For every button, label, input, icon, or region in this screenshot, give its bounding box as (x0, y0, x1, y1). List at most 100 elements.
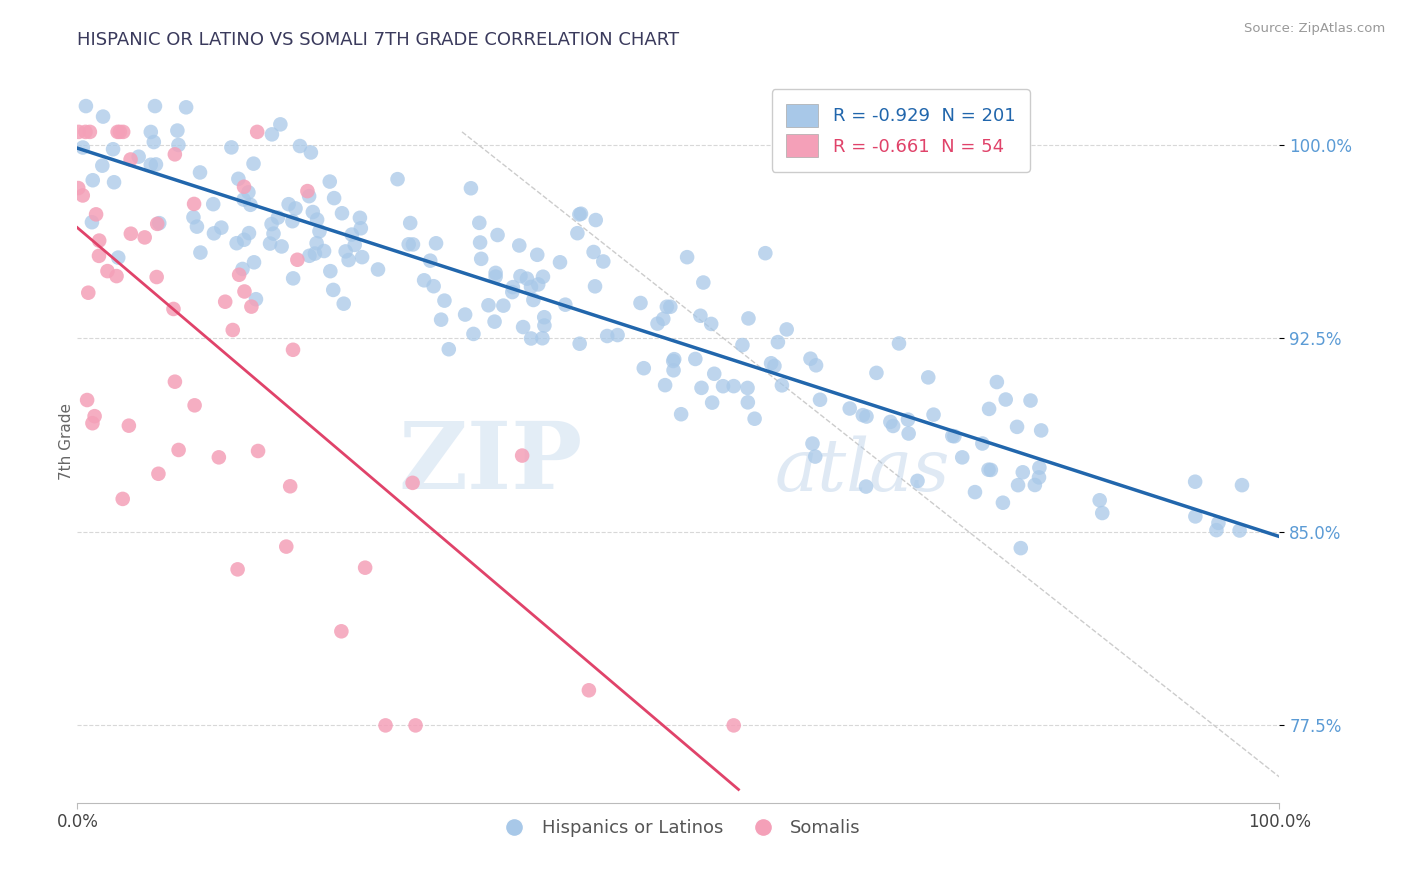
Point (754, 246, 776, 260)
Point (139, 158, 162, 172)
Point (1011, 465, 1033, 479)
Point (174, 100, 197, 114)
Point (852, 408, 875, 422)
Point (685, 351, 707, 366)
Point (238, 226, 260, 240)
Point (108, 125, 131, 139)
Point (352, 250, 374, 264)
Point (82, 416, 104, 430)
Point (855, 479, 877, 493)
Point (1019, 393, 1042, 408)
Point (1005, 420, 1028, 434)
Point (501, 285, 523, 299)
Point (188, 165, 211, 179)
Point (531, 331, 554, 345)
Point (516, 271, 538, 285)
Point (502, 280, 524, 294)
Point (1091, 506, 1114, 520)
Point (233, 179, 256, 194)
Point (907, 474, 929, 488)
Point (354, 560, 377, 574)
Point (387, 172, 409, 186)
Point (299, 145, 322, 160)
Point (484, 315, 506, 329)
Point (183, 398, 205, 412)
Point (405, 718, 427, 732)
Point (101, 142, 124, 156)
Point (167, 442, 190, 457)
Point (278, 479, 301, 493)
Point (72, 188, 94, 202)
Point (744, 411, 766, 425)
Point (568, 336, 591, 351)
Point (87, 249, 110, 263)
Point (139, 125, 162, 139)
Point (112, 125, 135, 139)
Point (676, 250, 699, 264)
Point (633, 361, 655, 376)
Point (281, 343, 304, 357)
Point (82, 173, 104, 187)
Point (522, 293, 544, 307)
Point (202, 197, 225, 211)
Point (655, 300, 678, 314)
Point (669, 407, 692, 421)
Point (190, 245, 212, 260)
Point (941, 429, 963, 443)
Point (509, 269, 531, 284)
Point (297, 184, 319, 198)
Point (568, 207, 591, 221)
Point (323, 191, 346, 205)
Point (128, 150, 150, 164)
Point (897, 426, 920, 441)
Point (208, 450, 231, 465)
Point (107, 251, 129, 265)
Point (103, 175, 125, 189)
Point (950, 450, 973, 465)
Y-axis label: 7th Grade: 7th Grade (59, 403, 73, 480)
Point (232, 193, 254, 207)
Point (242, 156, 264, 170)
Point (398, 237, 420, 252)
Point (606, 328, 628, 343)
Point (314, 244, 336, 258)
Point (231, 262, 253, 277)
Point (77, 285, 100, 300)
Point (298, 249, 321, 263)
Point (533, 310, 555, 325)
Point (145, 270, 167, 285)
Point (484, 269, 506, 284)
Point (105, 269, 128, 284)
Point (134, 230, 156, 244)
Point (882, 419, 904, 434)
Point (239, 198, 262, 212)
Point (578, 683, 600, 698)
Text: atlas: atlas (775, 435, 950, 506)
Point (460, 181, 482, 195)
Point (332, 296, 354, 310)
Point (1031, 424, 1053, 438)
Point (526, 248, 548, 262)
Point (91, 159, 114, 173)
Point (737, 381, 759, 395)
Point (917, 370, 939, 384)
Point (548, 255, 571, 269)
Point (430, 312, 453, 326)
Point (737, 311, 759, 326)
Point (468, 216, 491, 230)
Point (994, 392, 1017, 407)
Point (183, 211, 205, 225)
Point (766, 335, 789, 350)
Point (67, 181, 90, 195)
Point (662, 354, 685, 368)
Point (349, 211, 371, 225)
Point (401, 475, 423, 490)
Point (260, 217, 283, 231)
Point (897, 412, 920, 426)
Point (1010, 541, 1032, 555)
Point (319, 175, 342, 189)
Point (186, 219, 208, 234)
Point (96, 264, 118, 278)
Point (367, 262, 389, 277)
Point (107, 125, 129, 139)
